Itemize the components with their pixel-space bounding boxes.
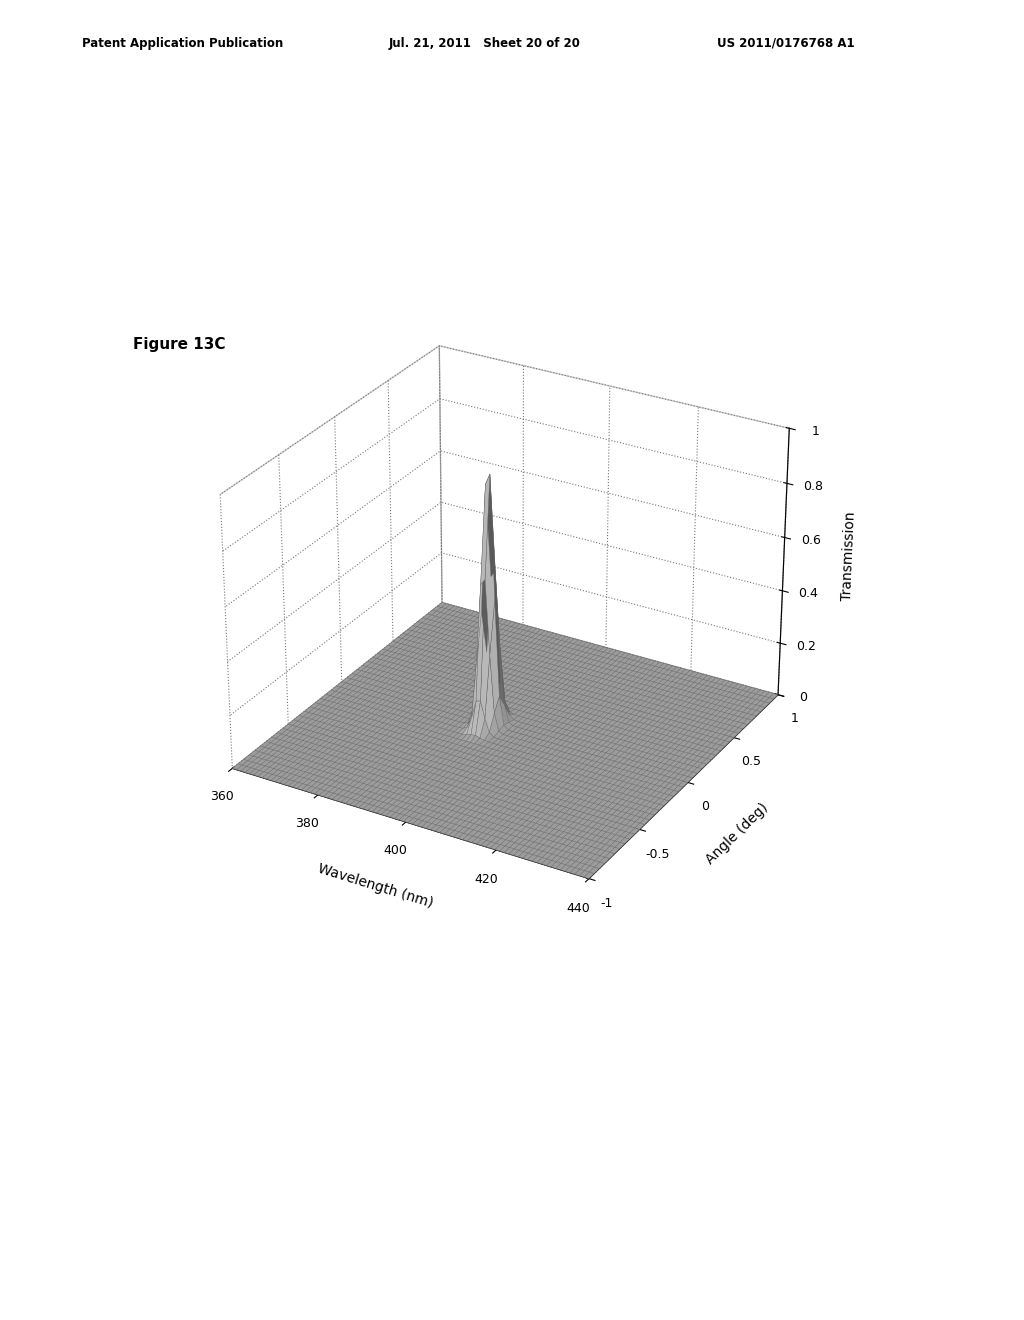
Text: Patent Application Publication: Patent Application Publication	[82, 37, 284, 50]
Text: Jul. 21, 2011   Sheet 20 of 20: Jul. 21, 2011 Sheet 20 of 20	[389, 37, 581, 50]
Y-axis label: Angle (deg): Angle (deg)	[703, 801, 771, 867]
X-axis label: Wavelength (nm): Wavelength (nm)	[316, 862, 435, 911]
Text: US 2011/0176768 A1: US 2011/0176768 A1	[717, 37, 854, 50]
Text: Figure 13C: Figure 13C	[133, 337, 225, 351]
